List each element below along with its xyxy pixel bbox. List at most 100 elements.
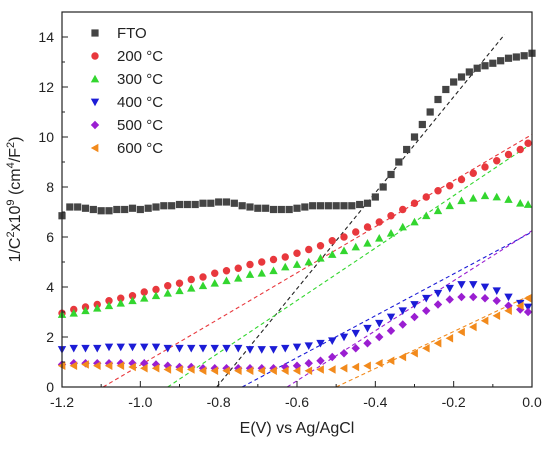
- data-point: [473, 64, 481, 72]
- data-point: [328, 250, 337, 258]
- data-point: [269, 205, 278, 214]
- data-point: [433, 289, 443, 298]
- data-point: [140, 288, 148, 296]
- data-point: [292, 260, 302, 268]
- data-point: [395, 158, 403, 166]
- data-point: [446, 182, 454, 190]
- data-point: [363, 339, 372, 348]
- data-point: [386, 356, 395, 365]
- data-point: [128, 362, 136, 372]
- data-point: [418, 120, 426, 129]
- data-point: [324, 202, 332, 210]
- data-point: [128, 204, 137, 212]
- data-point: [426, 108, 434, 116]
- data-point: [136, 205, 144, 214]
- data-point: [403, 145, 411, 154]
- series-group: [57, 191, 533, 318]
- data-point: [304, 359, 313, 368]
- x-tick-label: -1.0: [128, 394, 152, 410]
- data-point: [234, 364, 243, 373]
- data-point: [422, 344, 430, 353]
- data-point: [480, 283, 490, 292]
- data-point: [93, 344, 102, 353]
- data-point: [497, 57, 505, 65]
- data-point: [175, 200, 184, 209]
- data-point: [198, 364, 208, 373]
- legend-marker: [91, 29, 99, 37]
- data-point: [128, 359, 137, 368]
- data-point: [304, 342, 313, 350]
- data-point: [175, 279, 184, 287]
- data-point: [469, 194, 478, 202]
- legend-label: 500 °C: [117, 117, 163, 134]
- data-point: [398, 222, 407, 231]
- data-point: [387, 212, 395, 220]
- data-point: [386, 313, 396, 322]
- data-point: [140, 364, 148, 373]
- data-point: [187, 362, 196, 372]
- data-point: [351, 329, 360, 338]
- data-point: [301, 203, 309, 211]
- y-tick-label: 14: [38, 29, 54, 45]
- data-point: [210, 364, 219, 373]
- data-points: [57, 49, 536, 375]
- data-point: [386, 326, 396, 335]
- data-point: [492, 192, 501, 201]
- data-point: [316, 339, 325, 348]
- data-point: [104, 301, 114, 310]
- data-point: [304, 366, 313, 375]
- data-point: [281, 366, 289, 375]
- data-point: [104, 343, 114, 352]
- legend-label: 600 °C: [117, 140, 163, 157]
- x-tick-label: -1.2: [50, 394, 74, 410]
- data-point: [398, 352, 407, 362]
- data-point: [309, 202, 317, 210]
- data-point: [257, 269, 266, 277]
- data-point: [328, 352, 337, 362]
- data-point: [89, 205, 97, 214]
- data-point: [328, 237, 336, 245]
- data-point: [245, 346, 255, 354]
- data-point: [292, 366, 301, 375]
- data-point: [371, 193, 379, 201]
- data-point: [492, 311, 501, 320]
- data-point: [504, 293, 513, 302]
- data-point: [433, 300, 443, 309]
- data-point: [434, 187, 442, 195]
- data-point: [152, 285, 160, 294]
- data-point: [257, 366, 266, 375]
- data-point: [187, 284, 196, 292]
- data-point: [316, 365, 324, 374]
- data-point: [523, 307, 533, 317]
- data-point: [316, 242, 325, 250]
- data-point: [398, 307, 407, 315]
- fit-lines: [102, 34, 532, 387]
- data-point: [445, 295, 454, 304]
- series-group: [58, 139, 532, 317]
- data-point: [198, 344, 208, 353]
- data-point: [375, 218, 383, 226]
- data-point: [151, 343, 161, 352]
- data-point: [492, 287, 501, 295]
- data-point: [293, 249, 301, 257]
- data-point: [352, 228, 360, 236]
- data-point: [97, 207, 105, 215]
- data-point: [113, 205, 121, 214]
- data-point: [387, 170, 395, 179]
- data-point: [269, 255, 278, 264]
- data-point: [457, 73, 466, 81]
- data-point: [433, 206, 443, 215]
- legend-marker: [90, 74, 100, 83]
- data-point: [222, 267, 231, 275]
- data-point: [269, 346, 278, 354]
- data-point: [316, 254, 325, 262]
- data-point: [262, 204, 270, 212]
- data-point: [293, 204, 301, 212]
- data-point: [363, 199, 372, 207]
- data-point: [246, 203, 254, 211]
- data-point: [481, 62, 489, 70]
- series-group: [58, 49, 536, 220]
- data-point: [230, 199, 238, 207]
- data-point: [116, 299, 125, 307]
- data-point: [480, 316, 489, 325]
